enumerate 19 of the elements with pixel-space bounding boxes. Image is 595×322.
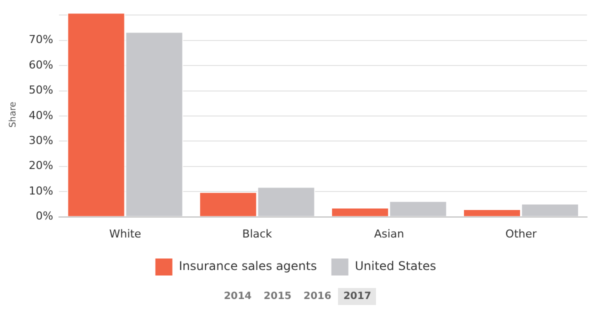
y-tick-label: 40% (28, 108, 54, 122)
text: 2014 (222, 290, 253, 304)
legend-label: Insurance sales agents (178, 259, 317, 274)
y-tick-label: 0% (36, 210, 54, 223)
y-tick-label: 60% (28, 58, 54, 72)
x-tick-label: Black (242, 227, 273, 240)
y-tick-label: 10% (28, 184, 54, 198)
text: 2017 (338, 288, 376, 305)
text: 2016 (302, 290, 332, 304)
y-tick-label: 70% (28, 33, 54, 46)
y-tick-label: 50% (28, 84, 54, 97)
y-tick-label: 30% (28, 134, 54, 148)
y-axis-title: Share (8, 101, 19, 128)
y-tick-label: 20% (28, 159, 54, 172)
x-tick-label: Other (505, 227, 538, 240)
x-tick-label: White (109, 227, 142, 240)
x-tick-label: Asian (374, 227, 404, 240)
text: 2015 (262, 290, 292, 304)
legend-label: United States (354, 259, 436, 274)
